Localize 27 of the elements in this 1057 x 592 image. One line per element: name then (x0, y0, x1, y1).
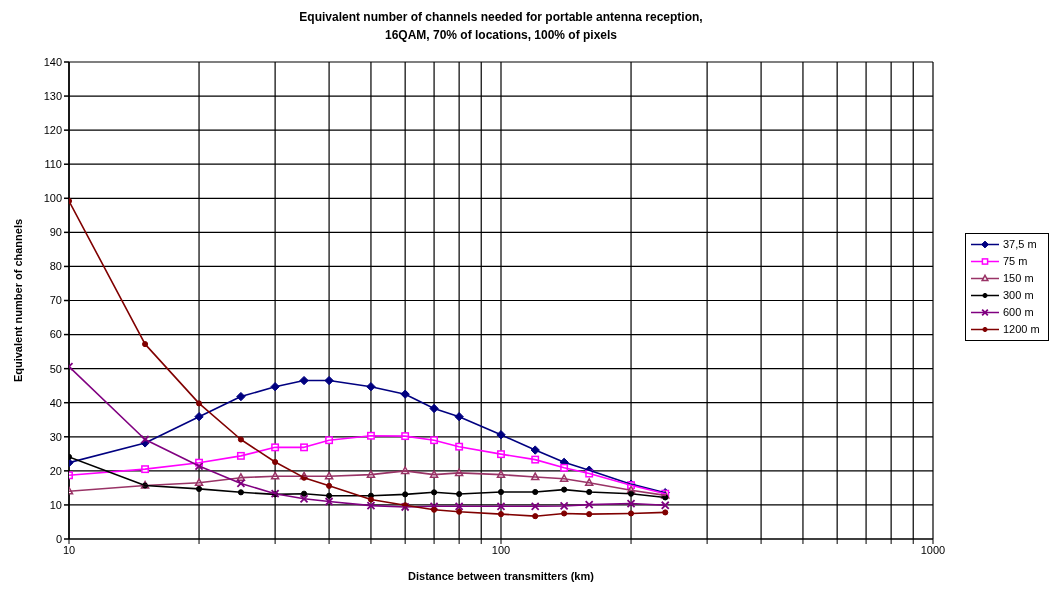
x-tick-label: 10 (62, 543, 76, 556)
legend-label: 150 m (1003, 272, 1034, 284)
chart-title: Equivalent number of channels needed for portable antenna reception, 16QAM, 70% of locations, 100% of pixels (298, 9, 704, 44)
y-tick-label: 140 (43, 55, 62, 68)
y-tick-label: 10 (49, 498, 62, 511)
y-tick-label: 70 (49, 294, 62, 307)
y-axis-title: Equivalent number of channels (11, 218, 24, 383)
legend-label: 300 m (1003, 289, 1034, 301)
legend-label: 600 m (1003, 306, 1034, 318)
y-tick-label: 50 (49, 362, 62, 375)
legend-label: 37,5 m (1003, 238, 1037, 250)
y-tick-label: 30 (49, 430, 62, 443)
x-tick-label: 1000 (920, 543, 946, 556)
y-tick-label: 40 (49, 396, 62, 409)
x-axis-title: Distance between transmitters (km) (408, 570, 595, 582)
y-tick-label: 130 (43, 89, 62, 102)
y-tick-label: 90 (49, 226, 62, 239)
x-tick-label: 100 (491, 543, 511, 556)
y-tick-label: 110 (44, 158, 62, 171)
y-tick-label: 100 (43, 192, 62, 205)
y-tick-label: 120 (43, 124, 62, 137)
y-tick-label: 20 (49, 464, 62, 477)
y-tick-label: 0 (55, 532, 62, 545)
y-tick-label: 60 (49, 328, 62, 341)
legend-label: 75 m (1003, 255, 1028, 267)
y-tick-label: 80 (49, 260, 62, 273)
legend-label: 1200 m (1003, 323, 1040, 335)
